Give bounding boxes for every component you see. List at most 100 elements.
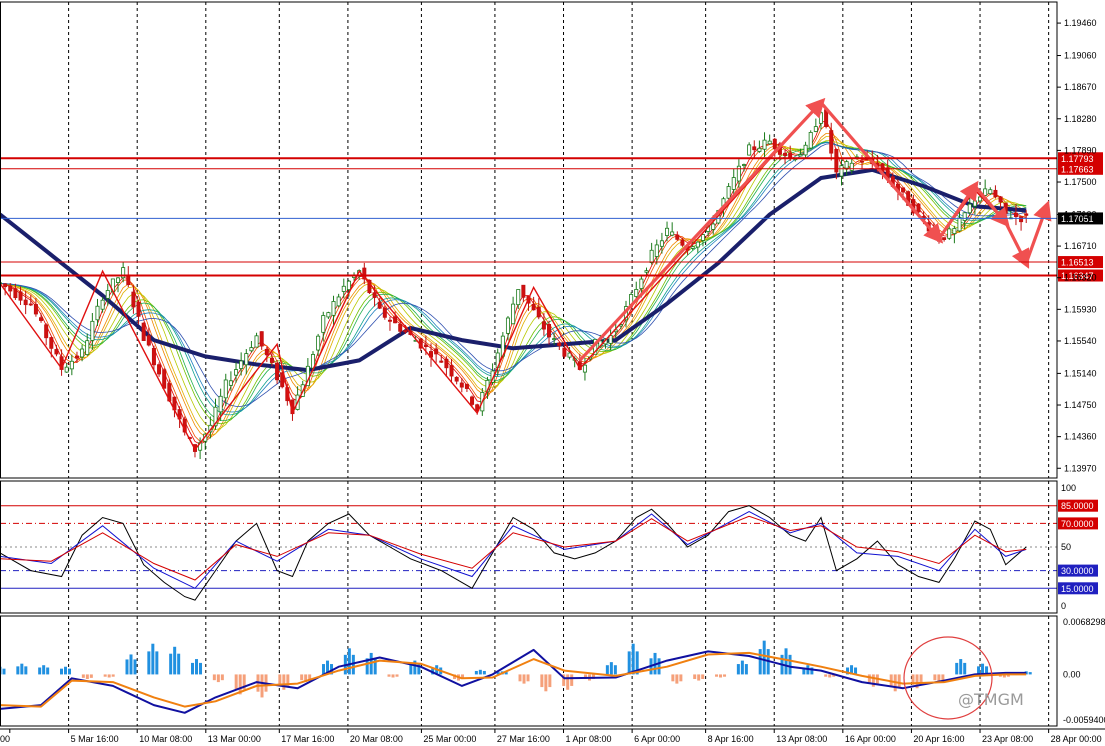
macd-hist-bar (282, 674, 286, 690)
x-tick-label: 13 Mar 00:00 (208, 734, 261, 744)
level-tag (1058, 162, 1103, 175)
candle-body (403, 330, 408, 333)
panel-border (0, 615, 1058, 727)
candle-body (54, 349, 59, 355)
candle-body (998, 196, 1003, 203)
macd-hist-bar (657, 658, 661, 675)
panel-border (0, 480, 1058, 614)
macd-hist-bar (788, 654, 792, 675)
macd-hist-bar (242, 674, 246, 690)
slow-ma-line (0, 167, 1027, 373)
candle-body (536, 306, 541, 318)
candle-body (675, 234, 680, 240)
candle-body (346, 280, 351, 291)
price-panel (0, 2, 1057, 478)
macd-hist-bar (871, 674, 875, 687)
macd-hist-bar (548, 674, 552, 688)
macd-hist-bar (671, 674, 675, 682)
stoch-level-tag (1058, 517, 1098, 530)
candle-body (521, 284, 526, 298)
macd-hist-bar (365, 658, 369, 675)
stoch-level-tag (1058, 564, 1098, 577)
candle-body (69, 360, 74, 370)
candle-body (916, 203, 921, 213)
macd-hist-bar (478, 669, 482, 675)
macd-hist-bar (981, 663, 985, 675)
candle-body (151, 347, 156, 366)
macd-hist-bar (216, 674, 220, 683)
level-tag-label: 1.17663 (1061, 164, 1094, 174)
macd-hist-bar (933, 674, 937, 681)
candle-body (547, 324, 552, 338)
candle-body (372, 292, 377, 298)
candle-body (336, 296, 341, 307)
candle-body (962, 212, 967, 221)
candle-body (121, 267, 126, 279)
candle-body (470, 396, 475, 405)
candle-body (234, 369, 239, 376)
macd-hist-bar (177, 653, 181, 675)
x-tick-label: 17 Mar 16:00 (281, 734, 334, 744)
macd-hist-bar (286, 674, 290, 686)
macd-hist-bar (85, 674, 89, 680)
macd-hist-bar (802, 667, 806, 675)
macd-hist-bar (570, 674, 574, 686)
x-tick-label: 13 Apr 08:00 (776, 734, 827, 744)
stoch-y-label: 100 (1061, 483, 1076, 493)
x-tick-label: 28 Apr 00:00 (1051, 734, 1102, 744)
candle-body (967, 203, 972, 214)
candle-body (74, 355, 79, 359)
macd-hist-bar (810, 667, 814, 675)
macd-hist-bar (919, 674, 923, 685)
candle-body (464, 384, 469, 389)
candle-body (562, 347, 567, 357)
candle-body (141, 322, 146, 341)
candle-body (567, 352, 572, 358)
macd-hist-bar (107, 674, 111, 678)
macd-hist-bar (496, 672, 500, 675)
macd-hist-bar (959, 659, 963, 675)
candle-body (711, 223, 716, 230)
candle-body (818, 112, 823, 124)
x-tick-label: 20 Mar 08:00 (350, 734, 403, 744)
macd-hist-bar (155, 651, 159, 675)
candle-body (654, 244, 659, 257)
macd-hist-bar (482, 670, 486, 675)
macd-hist-bar (391, 674, 395, 678)
ribbon-ma-line (0, 140, 1027, 431)
candle-body (131, 291, 136, 308)
candle-body (557, 342, 562, 347)
macd-line (0, 651, 1027, 708)
candle-body (813, 126, 818, 132)
y-tick-label: 1.15140 (1064, 368, 1097, 378)
macd-hist-bar (758, 649, 762, 675)
macd-hist-bar (46, 667, 50, 675)
x-tick-label: 6 Apr 00:00 (634, 734, 680, 744)
candle-body (264, 348, 269, 356)
candle-body (449, 365, 454, 377)
candle-body (321, 315, 326, 333)
stoch-line (0, 515, 1027, 581)
level-tag-label: 1.16347 (1061, 271, 1094, 281)
candle-body (972, 200, 977, 207)
macd-hist-bar (911, 674, 915, 685)
macd-hist-bar (963, 662, 967, 675)
candle-body (747, 144, 752, 156)
candle-body (690, 246, 695, 249)
macd-hist-bar (736, 664, 740, 675)
candle-body (454, 376, 459, 382)
macd-hist-bar (937, 674, 941, 683)
trend-arrow (819, 101, 944, 244)
candle-body (259, 331, 264, 347)
candle-body (829, 130, 834, 154)
macd-hist-bar (220, 674, 224, 681)
macd-hist-bar (679, 674, 683, 682)
candle-body (993, 189, 998, 198)
stoch-level-label: 85.0000 (1061, 501, 1094, 511)
macd-hist-bar (701, 674, 705, 680)
candle-body (695, 241, 700, 248)
candle-body (8, 285, 13, 292)
macd-panel (0, 616, 1050, 726)
x-tick-label: 1 Apr 08:00 (566, 734, 612, 744)
macd-hist-bar (941, 674, 945, 681)
